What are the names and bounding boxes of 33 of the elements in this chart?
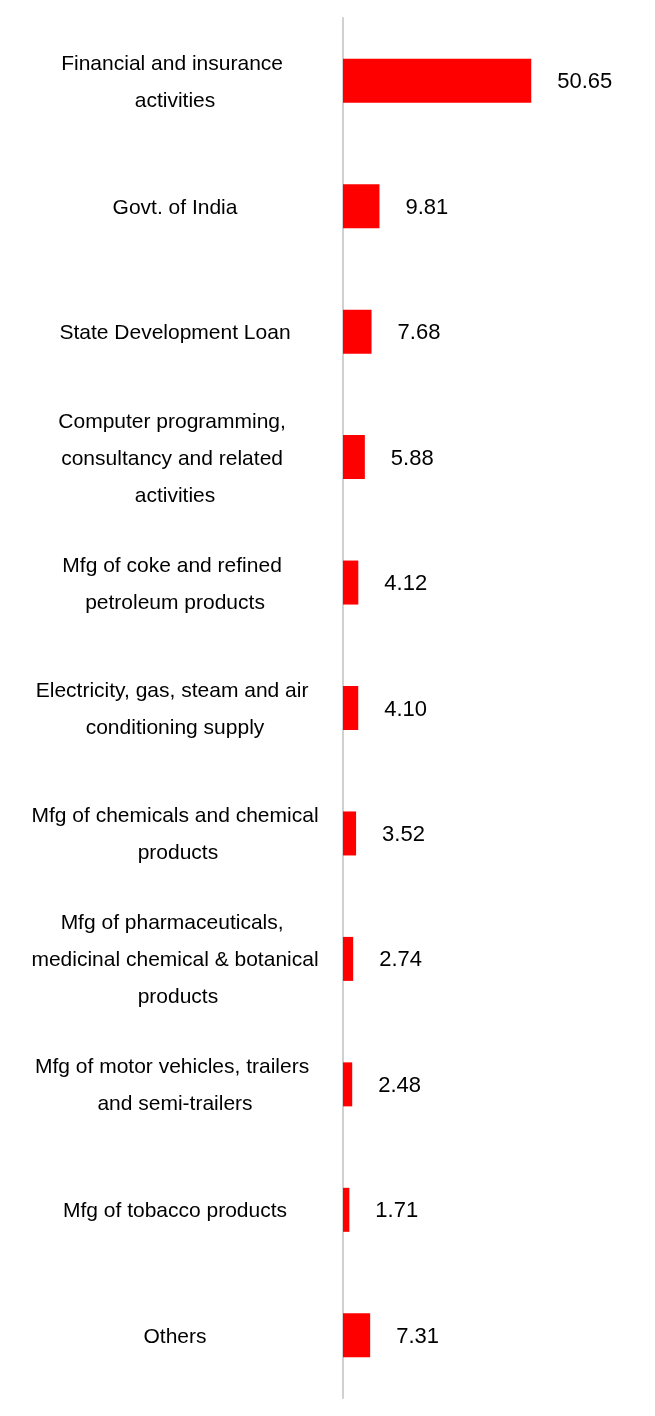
data-label: 3.52: [382, 820, 425, 846]
data-label: 50.65: [557, 68, 613, 94]
bar: [343, 686, 359, 730]
bar: [343, 560, 359, 605]
data-label: 9.81: [405, 193, 449, 219]
data-label: 5.88: [390, 444, 434, 470]
y-tick-label: Mfg of coke and refined petroleum products: [62, 552, 288, 613]
data-label: 1.71: [375, 1197, 419, 1223]
y-tick-label: State Development Loan: [59, 320, 291, 344]
y-tick-label: Financial and insurance activities: [61, 50, 289, 111]
y-tick-label: Others: [143, 1323, 207, 1347]
y-tick-label: Computer programming, consultancy and related activities: [58, 408, 292, 506]
bar: [343, 435, 365, 480]
y-tick-label: Mfg of tobacco products: [62, 1198, 288, 1222]
bar: [343, 1187, 350, 1232]
y-tick-label: Mfg of motor vehicles, trailers and semi-trailers: [34, 1054, 316, 1115]
data-label: 7.68: [397, 319, 441, 345]
data-label: 4.10: [384, 695, 428, 721]
bar: [343, 1062, 353, 1107]
bar: [343, 811, 357, 856]
y-tick-label: Electricity, gas, steam and air conditioning supply: [35, 678, 315, 738]
data-label: 2.48: [378, 1071, 422, 1097]
bar: [343, 1313, 371, 1358]
y-tick-label: Mfg of chemicals and chemical products: [31, 803, 319, 864]
bar: [343, 58, 532, 103]
bar: [343, 309, 372, 354]
data-label: 7.31: [396, 1322, 439, 1348]
bar: [343, 184, 380, 229]
data-label: 2.74: [379, 946, 423, 972]
y-tick-label: Govt. of India: [112, 194, 238, 218]
y-tick-label: Mfg of pharmaceuticals, medicinal chemical & botanical products: [31, 910, 319, 1008]
bar: [343, 936, 354, 981]
data-label: 4.12: [384, 570, 428, 596]
